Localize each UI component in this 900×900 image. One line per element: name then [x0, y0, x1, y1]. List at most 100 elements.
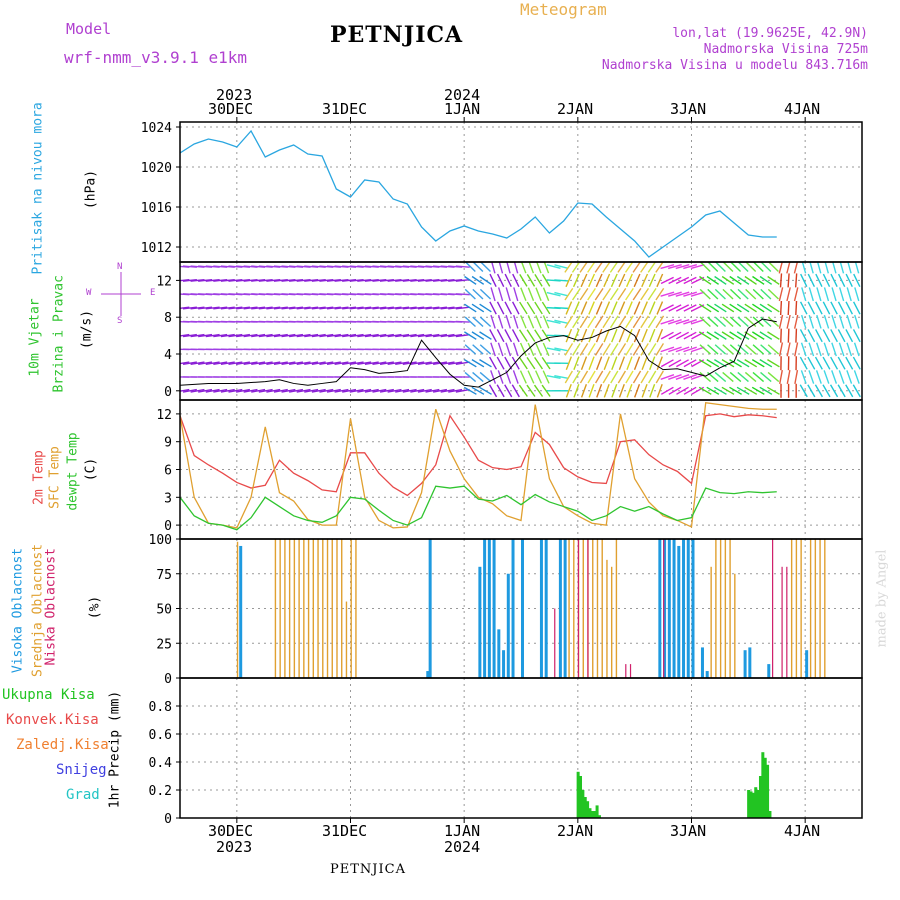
wind-arrow	[511, 356, 520, 370]
wind-arrow	[542, 315, 550, 329]
wind-arrow	[846, 287, 852, 302]
wind-arrow	[289, 333, 304, 338]
wind-arrow	[660, 276, 674, 285]
wind-arrow	[464, 303, 477, 313]
wind-arrow	[464, 275, 477, 285]
mid-cloud-bar	[331, 539, 333, 678]
wind-arrow	[706, 331, 720, 340]
wind-arrow	[668, 359, 682, 368]
wind-arrow	[611, 383, 618, 398]
wind-arrow	[190, 388, 205, 393]
bottom-day-2jan: 2JAN	[557, 822, 594, 840]
wind-arrow	[273, 333, 288, 338]
wind-arrow	[602, 315, 612, 329]
precip-bar	[583, 797, 587, 818]
wind-arrow	[448, 306, 463, 310]
wind-arrow	[455, 265, 470, 268]
wind-arrow	[698, 386, 712, 395]
wind-arrow	[838, 287, 845, 302]
wind-arrow	[722, 288, 734, 300]
wind-arrow	[675, 346, 690, 353]
low-cloud-bar	[781, 566, 783, 678]
wind-arrow	[472, 344, 484, 355]
bottom-day-31dec: 31DEC	[322, 822, 368, 840]
wind-arrow	[683, 291, 697, 297]
wind-arrow	[504, 356, 513, 370]
wind-arrow	[737, 262, 749, 273]
product-title: Meteogram	[520, 0, 607, 19]
panel-3-ytick-label-3: 75	[156, 568, 172, 583]
mid-cloud-bar	[601, 539, 603, 678]
wind-arrow	[729, 344, 742, 355]
wind-arrow	[808, 287, 814, 302]
wind-arrow	[379, 361, 394, 365]
wind-arrow	[760, 262, 772, 273]
wind-arrow	[417, 361, 432, 365]
wind-arrow	[526, 329, 536, 342]
wind-arrow	[626, 301, 633, 315]
wind-arrow	[198, 361, 213, 365]
wind-arrow	[845, 356, 854, 370]
wind-arrow	[505, 342, 512, 357]
wind-arrow	[602, 370, 611, 384]
wind-arrow	[846, 370, 853, 384]
precip-bar	[576, 771, 580, 818]
wind-arrow	[656, 356, 663, 370]
wind-arrow	[683, 346, 697, 353]
wind-arrow	[534, 274, 543, 287]
wind-arrow	[699, 316, 711, 328]
wind-arrow	[296, 278, 311, 282]
wind-arrow	[513, 314, 519, 329]
mid-cloud-bar	[274, 539, 277, 678]
wind-arrow	[364, 306, 379, 310]
mid-cloud-bar	[288, 539, 291, 678]
wind-arrow	[625, 273, 633, 288]
wind-arrow	[489, 273, 497, 287]
wind-arrow	[822, 273, 831, 287]
wind-arrow	[602, 262, 611, 273]
wind-arrow	[564, 343, 574, 356]
high-cloud-bar	[563, 539, 567, 678]
precip-bar	[593, 811, 597, 818]
precip-ylabel: 1hr Precip (mm)	[107, 690, 123, 809]
wind-arrow	[676, 359, 689, 368]
top-day-31dec: 31DEC	[322, 100, 368, 118]
wind-arrow	[632, 315, 642, 329]
precip-bar	[754, 787, 758, 818]
wind-arrow	[342, 333, 357, 338]
panel-4-ytick-label-2: 0.4	[149, 756, 173, 771]
wind-arrow	[837, 273, 846, 287]
wind-arrow	[823, 370, 830, 384]
wind-arrow	[296, 333, 311, 338]
wind-arrow	[699, 371, 712, 383]
wind-arrow	[319, 361, 334, 365]
wind-arrow	[479, 331, 492, 340]
wind-arrow	[357, 306, 372, 310]
wind-arrow	[349, 306, 364, 310]
wind-arrow	[767, 303, 780, 313]
wind-arrow	[289, 306, 304, 310]
low-cloud-bar	[577, 539, 580, 678]
wind-arrow	[752, 262, 764, 273]
wind-arrow	[808, 314, 815, 329]
precip-bar	[756, 790, 760, 818]
panel-2-ytick-label-0: 0	[164, 519, 172, 534]
wind-arrow	[228, 388, 243, 393]
wind-arrow	[603, 383, 610, 398]
wind-arrow	[534, 370, 543, 384]
wind-arrow	[815, 273, 823, 287]
wind-arrow	[490, 342, 496, 357]
wind-arrow	[190, 306, 205, 310]
low-cloud-bar	[786, 566, 788, 678]
wind-arrow	[281, 306, 296, 310]
wind-arrow	[660, 331, 674, 340]
wind-arrow	[235, 333, 251, 338]
low-cloud-bar	[629, 664, 632, 678]
wind-arrow	[471, 358, 485, 368]
wind-arrow	[402, 361, 417, 365]
wind-arrow	[759, 386, 773, 395]
wind-arrow	[656, 273, 664, 288]
wind-arrow	[647, 287, 657, 301]
wind-arrow	[641, 356, 648, 370]
wind-arrow	[319, 388, 334, 393]
